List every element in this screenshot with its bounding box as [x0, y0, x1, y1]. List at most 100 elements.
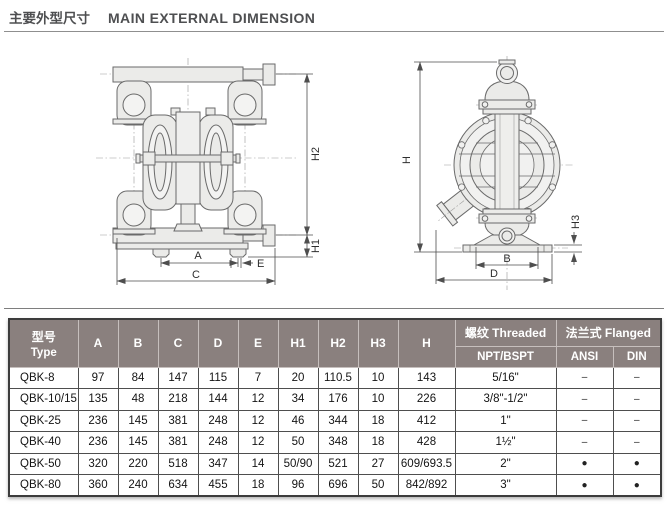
header-dim-h: H [397, 318, 456, 368]
cell-d: 248 [197, 431, 239, 454]
cell-h3: 50 [357, 474, 399, 497]
header-row-1: 型号 Type A B C D E H1 H2 H3 H 螺纹 Threaded… [8, 318, 662, 368]
table-row: QBK-8 97 84 147 115 7 20 110.5 10 143 5/16" – – [8, 366, 662, 389]
cell-e: 12 [237, 431, 279, 454]
table-row: QBK-80 360 240 634 455 18 96 696 50 842/892 3" ● ● [8, 474, 662, 497]
cell-h3: 27 [357, 452, 399, 475]
cell-h3: 10 [357, 388, 399, 411]
dim-label-e: E [257, 258, 264, 270]
header-flanged-en: Flanged [604, 326, 651, 341]
cell-d: 144 [197, 388, 239, 411]
cell-type: QBK-25 [8, 409, 79, 432]
cell-a: 360 [77, 474, 119, 497]
front-base-feet [115, 242, 249, 258]
header-dim-h1: H1 [277, 318, 319, 368]
cell-ansi: – [555, 431, 614, 454]
cell-d: 248 [197, 409, 239, 432]
header-dim-h2: H2 [317, 318, 359, 368]
cell-h: 428 [397, 431, 456, 454]
cell-type: QBK-10/15 [8, 388, 79, 411]
cell-e: 12 [237, 388, 279, 411]
cell-npt: 1½" [454, 431, 557, 454]
cell-type: QBK-50 [8, 452, 79, 475]
cell-e: 7 [237, 366, 279, 389]
cell-type: QBK-8 [8, 366, 79, 389]
cell-c: 147 [157, 366, 199, 389]
cell-e: 14 [237, 452, 279, 475]
cell-c: 381 [157, 431, 199, 454]
dim-label-a: A [194, 250, 202, 262]
cell-b: 145 [117, 409, 159, 432]
front-pump-body [112, 63, 276, 258]
cell-h2: 348 [317, 431, 359, 454]
side-view-svg: H H3 B D [401, 56, 582, 290]
title-underline [4, 31, 664, 32]
cell-b: 220 [117, 452, 159, 475]
cell-npt: 5/16" [454, 366, 557, 389]
cell-e: 18 [237, 474, 279, 497]
cell-ansi: ● [555, 452, 614, 475]
table-row: QBK-50 320 220 518 347 14 50/90 521 27 609/693.5 2… [8, 452, 662, 475]
cell-a: 320 [77, 452, 119, 475]
cell-d: 455 [197, 474, 239, 497]
header-dim-e: E [237, 318, 279, 368]
front-view-svg: H2 H1 A E C [96, 58, 322, 285]
table-top-rule [4, 308, 664, 309]
header-dim-h3: H3 [357, 318, 399, 368]
front-shaft [135, 151, 241, 166]
cell-npt: 2" [454, 452, 557, 475]
side-stand-base [462, 227, 553, 253]
dim-label-h2: H2 [310, 147, 322, 161]
side-dimension-labels: H H3 B D [401, 156, 582, 280]
header-threaded-zh: 螺纹 [464, 326, 489, 341]
cell-h1: 50/90 [277, 452, 319, 475]
cell-a: 236 [77, 409, 119, 432]
header-type-zh: 型号 [31, 329, 56, 344]
side-top-port [478, 59, 536, 115]
dim-label-c: C [192, 269, 200, 281]
dim-label-h3: H3 [570, 215, 582, 229]
cell-h1: 34 [277, 388, 319, 411]
table-row: QBK-10/15 135 48 218 144 12 34 176 10 226 3/8"-1/2… [8, 388, 662, 411]
cell-din: – [612, 431, 662, 454]
cell-a: 236 [77, 431, 119, 454]
cell-h3: 10 [357, 366, 399, 389]
cell-din: – [612, 409, 662, 432]
cell-h2: 696 [317, 474, 359, 497]
dim-label-d: D [490, 268, 498, 280]
header-ansi: ANSI [555, 345, 614, 368]
header-dim-b: B [117, 318, 159, 368]
header-type-en: Type [30, 346, 57, 359]
cell-c: 381 [157, 409, 199, 432]
cell-ansi: ● [555, 474, 614, 497]
cell-h1: 20 [277, 366, 319, 389]
cell-h: 609/693.5 [397, 452, 456, 475]
dim-label-h1: H1 [310, 239, 322, 253]
cell-b: 84 [117, 366, 159, 389]
cell-c: 218 [157, 388, 199, 411]
cell-din: ● [612, 474, 662, 497]
front-dimensions [116, 73, 313, 285]
cell-e: 12 [237, 409, 279, 432]
page-title-zh: 主要外型尺寸 [9, 11, 90, 26]
cell-type: QBK-80 [8, 474, 79, 497]
header-row-2: NPT/BSPT ANSI DIN [9, 345, 662, 368]
cell-d: 347 [197, 452, 239, 475]
table-row: QBK-40 236 145 381 248 12 50 348 18 428 1½" – – [8, 431, 662, 454]
page-header: 主要外型尺寸 MAIN EXTERNAL DIMENSION [9, 7, 315, 27]
cell-h: 412 [397, 409, 456, 432]
cell-c: 518 [157, 452, 199, 475]
dimension-table-body: QBK-8 97 84 147 115 7 20 110.5 10 143 5/16" – – QBK-1… [8, 366, 662, 497]
cell-b: 48 [117, 388, 159, 411]
cell-npt: 3" [454, 474, 557, 497]
dim-label-b: B [503, 253, 510, 265]
page-title-en: MAIN EXTERNAL DIMENSION [108, 10, 316, 26]
side-dimensions [414, 61, 582, 284]
cell-din: – [612, 388, 662, 411]
cell-h1: 96 [277, 474, 319, 497]
cell-a: 135 [77, 388, 119, 411]
cell-h: 143 [397, 366, 456, 389]
pump-side-view-drawing: H H3 B D [396, 48, 646, 303]
cell-h1: 46 [277, 409, 319, 432]
